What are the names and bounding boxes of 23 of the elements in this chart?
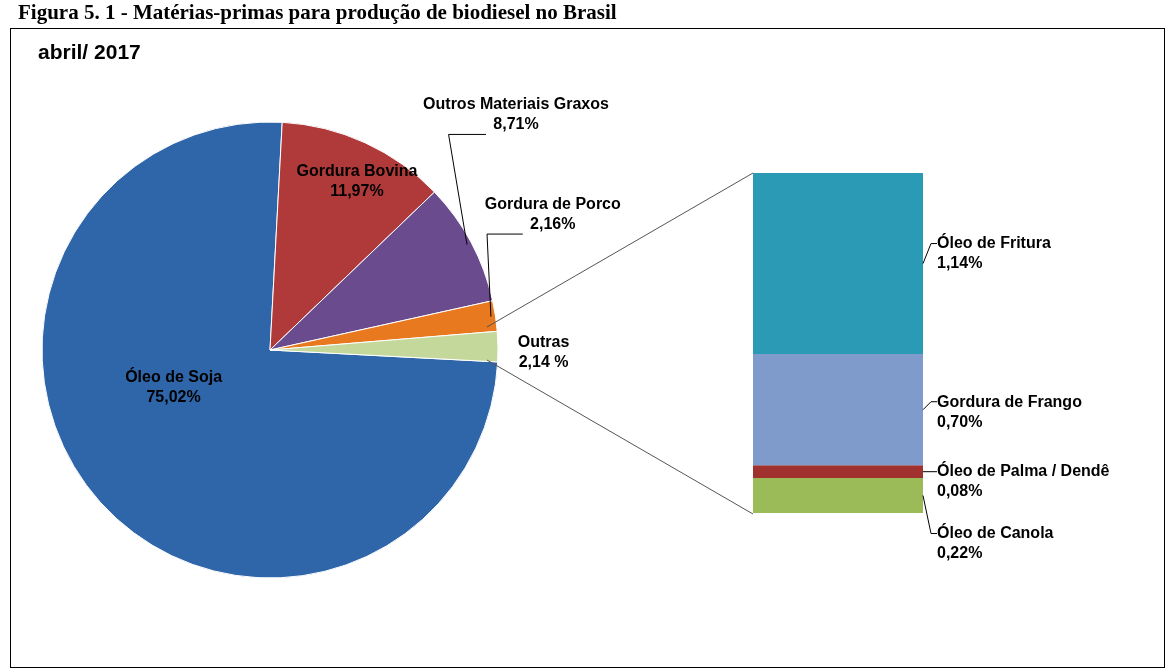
series-label: Óleo de Palma / Dendê: [937, 461, 1110, 480]
series-label: Óleo de Fritura: [937, 233, 1051, 252]
series-label: Óleo de Canola: [937, 523, 1054, 542]
data-label: 2,16%: [530, 214, 576, 232]
data-label: 75,02%: [146, 387, 201, 405]
data-label: 11,97%: [330, 182, 384, 200]
series-label: Gordura de Frango: [937, 392, 1083, 410]
bar: [753, 354, 923, 466]
data-label: 0,22%: [937, 544, 983, 562]
data-label: 1,14%: [937, 254, 983, 272]
bar: [753, 465, 923, 479]
chart-subtitle: abril/ 2017: [38, 40, 141, 64]
slice-label: Outros Materiais Graxos: [423, 95, 610, 113]
data-label: 8,71%: [493, 115, 539, 133]
slice-label: Óleo de Soja: [125, 366, 223, 385]
data-label: 0,08%: [937, 482, 983, 500]
bar: [753, 173, 923, 355]
chart-title: Figura 5. 1 - Matérias-primas para produção de biodiesel no Brasil: [18, 0, 617, 25]
bar: [753, 478, 923, 513]
data-label: 0,70%: [937, 412, 983, 430]
slice-label: Gordura de Porco: [484, 194, 622, 212]
data-label: 2,14 %: [518, 352, 569, 370]
slice-label: Outras: [517, 332, 570, 350]
